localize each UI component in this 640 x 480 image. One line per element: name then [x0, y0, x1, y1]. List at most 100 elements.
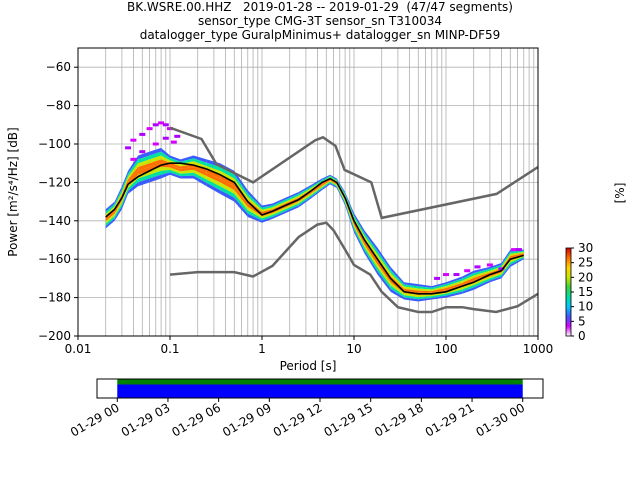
plot-content — [105, 121, 538, 314]
density-cell — [114, 192, 122, 209]
density-cell — [247, 206, 262, 219]
density-cell — [462, 270, 474, 279]
density-cell — [170, 162, 181, 169]
density-cell — [446, 287, 463, 294]
density-cell — [390, 273, 405, 289]
density-cell — [128, 167, 139, 183]
density-cell — [462, 277, 474, 286]
colorbar-tick-label: 5 — [578, 314, 586, 328]
outlier-cell — [498, 267, 505, 271]
x-tick-label: 1000 — [523, 342, 554, 356]
density-cell — [262, 205, 273, 210]
density-cell — [404, 286, 419, 291]
y-axis: −60 −80 −100 −120 −140 −160 −180 −200 Power [m²/… — [6, 60, 78, 343]
density-cell — [193, 169, 207, 180]
density-cell — [121, 170, 129, 190]
density-cell — [431, 286, 446, 292]
y-tick-label: −180 — [38, 291, 71, 305]
outlier-cell — [464, 269, 471, 273]
density-cell — [298, 184, 313, 194]
outlier-cell — [162, 123, 169, 127]
coverage-bar-bottom — [117, 384, 523, 398]
density-cell — [285, 195, 299, 204]
density-cell — [161, 155, 170, 163]
noise-model-nhnm — [169, 126, 538, 220]
title-line-1: BK.WSRE.00.HHZ 2019-01-28 -- 2019-01-29 … — [127, 0, 513, 14]
density-cell — [105, 213, 115, 224]
density-cell — [418, 288, 432, 292]
time-tick-label: 01-29 00 — [68, 400, 122, 439]
outlier-cell — [130, 138, 137, 142]
density-cell — [404, 282, 419, 287]
density-cell — [330, 181, 337, 187]
ppsd-density — [105, 147, 524, 302]
density-cell — [170, 167, 181, 174]
density-cell — [220, 186, 235, 198]
density-cell — [418, 294, 432, 298]
ppsd-plot: 0.01 0.1 1 10 100 1000 Period [s] −60 −80 −100 −12… — [6, 47, 554, 373]
outlier-cell — [434, 276, 441, 280]
density-cell — [336, 186, 346, 206]
density-cell — [161, 147, 170, 158]
density-cell — [149, 174, 162, 183]
density-cell — [206, 162, 221, 171]
density-cell — [364, 247, 378, 272]
mode-curve — [105, 162, 524, 295]
density-cell — [114, 203, 122, 219]
density-cell — [462, 285, 474, 292]
density-cell — [161, 169, 170, 175]
density-cell — [161, 167, 170, 171]
density-cell — [285, 192, 299, 200]
density-cell — [354, 229, 365, 254]
density-cell — [354, 213, 365, 234]
density-cell — [114, 186, 122, 204]
density-cell — [462, 273, 474, 281]
density-cell — [220, 170, 235, 183]
density-cell — [161, 151, 170, 161]
density-cell — [149, 147, 162, 156]
colorbar-tick-label: 30 — [578, 241, 593, 255]
density-cell — [312, 188, 323, 198]
density-cell — [377, 261, 391, 283]
time-tick-label: 01-29 15 — [321, 400, 375, 439]
outlier-cell — [152, 123, 159, 127]
x-tick-label: 10 — [346, 342, 361, 356]
density-cell — [431, 295, 446, 300]
density-cell — [114, 200, 122, 216]
x-tick-label: 0.01 — [65, 342, 92, 356]
density-cell — [354, 227, 365, 251]
density-cell — [390, 270, 405, 287]
colorbar-tick-label: 25 — [578, 256, 593, 270]
density-cell — [446, 291, 463, 298]
density-cell — [501, 264, 511, 279]
density-cell — [138, 174, 150, 183]
density-cell — [510, 252, 524, 257]
density-cell — [285, 201, 299, 210]
density-cell — [193, 175, 207, 187]
density-cell — [285, 205, 299, 214]
y-axis-label: Power [m²/s⁴/Hz] [dB] — [6, 127, 20, 256]
density-cell — [272, 199, 286, 208]
density-cell — [336, 178, 346, 194]
density-cell — [404, 297, 419, 302]
outlier-cell — [486, 263, 493, 267]
density-cell — [330, 183, 337, 189]
density-cell — [418, 297, 432, 302]
x-tick-label: 100 — [435, 342, 458, 356]
density-cell — [510, 258, 524, 267]
outlier-cell — [515, 248, 522, 252]
density-cell — [501, 249, 511, 265]
colorbar-bar — [565, 247, 572, 337]
density-cell — [336, 179, 346, 196]
density-cell — [345, 193, 354, 218]
outlier-cell — [125, 146, 132, 150]
density-cell — [128, 159, 139, 177]
density-cell — [377, 251, 391, 274]
title-line-2: sensor_type CMG-3T sensor_sn T310034 — [197, 14, 443, 28]
density-cell — [272, 211, 286, 219]
plot-frame — [77, 47, 539, 337]
density-cell — [138, 151, 150, 160]
density-cell — [330, 175, 337, 181]
density-cell — [234, 178, 248, 201]
density-cell — [377, 254, 391, 277]
